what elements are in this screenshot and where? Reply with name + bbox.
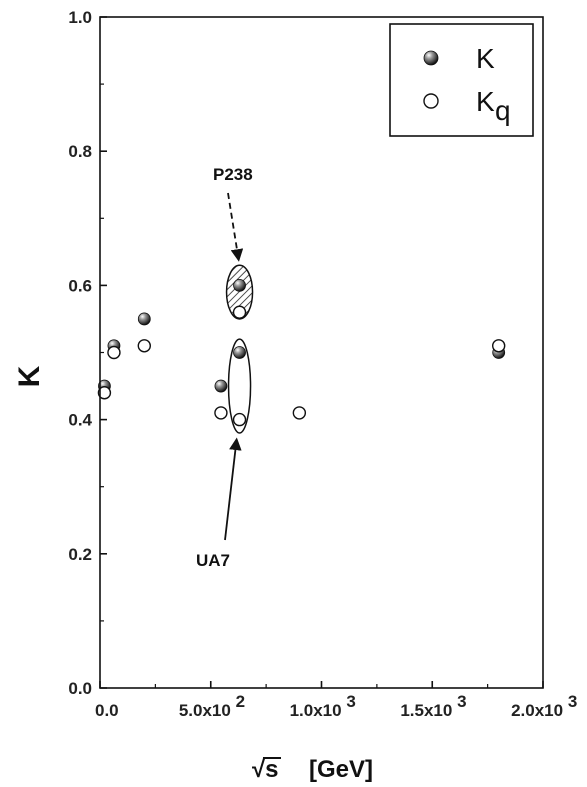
legend-kq-subscript: q — [495, 95, 511, 126]
legend-k-label: K — [476, 43, 495, 74]
legend-kq-label: K — [476, 86, 495, 117]
kq-open-point — [232, 305, 247, 319]
ua7-open-ellipse — [227, 338, 252, 434]
kq-open-point — [232, 412, 247, 427]
legend: KK q — [389, 23, 534, 137]
y-tick-label: 0.2 — [68, 545, 92, 564]
p238-label: P238 — [213, 165, 253, 184]
x-axis-sqrt-symbol: √s — [252, 756, 279, 783]
y-tick-label: 0.4 — [68, 411, 92, 430]
x-tick-exponent: 3 — [568, 692, 577, 711]
y-axis-ticks: 0.0 0.2 0.4 0.6 0.8 1.0 — [68, 8, 107, 698]
legend-kq-marker — [423, 93, 439, 109]
x-tick-label: 5.0x10 — [179, 701, 231, 720]
y-tick-label: 0.8 — [68, 142, 92, 161]
y-tick-label: 1.0 — [68, 8, 92, 27]
legend-box — [389, 23, 534, 137]
k-filled-point — [214, 379, 228, 393]
annotation-regions — [225, 264, 254, 434]
x-tick-exponent: 3 — [346, 692, 355, 711]
x-tick-label: 2.0x10 — [511, 701, 563, 720]
legend-k-marker — [423, 50, 439, 66]
kq-open-point — [292, 406, 307, 420]
kq-open-point — [492, 339, 506, 353]
x-tick-label: 1.5x10 — [400, 701, 452, 720]
x-tick-label: 0.0 — [95, 701, 119, 720]
annotation-labels: P238 UA7 — [196, 165, 253, 570]
x-tick-label: 1.0x10 — [290, 701, 342, 720]
kq-open-point — [137, 339, 152, 353]
x-axis-title: [GeV] — [309, 756, 373, 783]
k-filled-point — [137, 312, 151, 326]
annotation-arrows — [224, 192, 244, 541]
y-tick-label: 0.6 — [68, 276, 92, 295]
ua7-solid-arrow — [224, 437, 242, 541]
x-axis-ticks: 0.0 5.0x10 2 1.0x10 3 1.5x10 3 2.0x10 3 — [95, 681, 577, 720]
x-tick-exponent: 3 — [457, 692, 466, 711]
ua7-label: UA7 — [196, 551, 230, 570]
data-points — [97, 278, 506, 427]
kq-open-point — [97, 386, 112, 400]
k-filled-point — [233, 278, 246, 292]
p238-hatched-ellipse — [225, 264, 254, 320]
k-filled-point — [233, 346, 246, 359]
kq-open-point — [214, 406, 228, 420]
p238-dashed-arrow — [227, 192, 244, 262]
y-tick-label: 0.0 — [68, 679, 92, 698]
y-axis-title: K — [13, 365, 46, 387]
x-tick-exponent: 2 — [236, 692, 245, 711]
kq-open-point — [107, 345, 121, 360]
